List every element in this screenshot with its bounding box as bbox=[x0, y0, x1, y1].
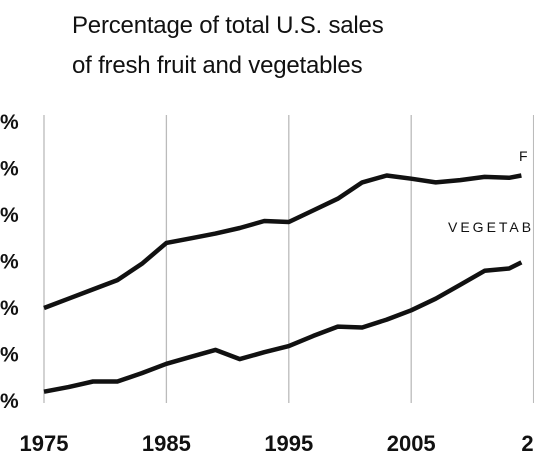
y-tick-label: % bbox=[0, 251, 19, 274]
y-tick-label: % bbox=[0, 390, 19, 413]
series-label-fruit: F bbox=[519, 148, 531, 164]
y-tick-label: % bbox=[0, 204, 19, 227]
x-tick-label: 20 bbox=[521, 431, 534, 456]
x-tick-label: 1975 bbox=[20, 431, 69, 456]
y-tick-label: % bbox=[0, 344, 19, 367]
y-tick-label: % bbox=[0, 297, 19, 320]
y-tick-label: % bbox=[0, 158, 19, 181]
chart-title-line-1: Percentage of total U.S. sales bbox=[72, 12, 384, 39]
x-tick-label: 1995 bbox=[264, 431, 313, 456]
series-line-vegetables bbox=[43, 260, 523, 394]
y-tick-label: % bbox=[0, 111, 19, 134]
series-label-vegetables: VEGETAB bbox=[448, 219, 534, 235]
x-tick-label: 1985 bbox=[142, 431, 191, 456]
chart-title-line-2: of fresh fruit and vegetables bbox=[72, 52, 363, 79]
x-tick-label: 2005 bbox=[387, 431, 436, 456]
series-line-fruit bbox=[43, 173, 522, 311]
